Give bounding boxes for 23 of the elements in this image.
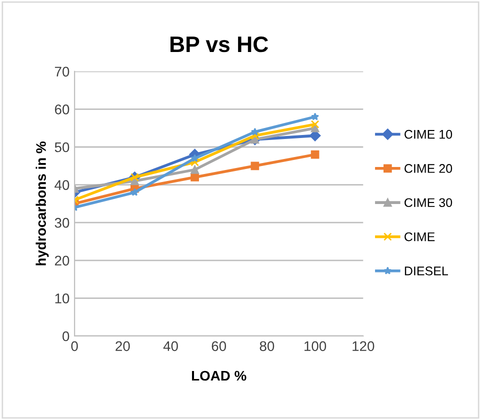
y-axis-title: hydrocarbons in % <box>36 142 49 266</box>
legend-label: CIME <box>404 232 435 242</box>
legend-label: CIME 20 <box>404 164 452 173</box>
y-tick-label: 10 <box>55 294 70 304</box>
y-tick-label: 40 <box>54 180 70 190</box>
y-tick-label: 70 <box>54 66 70 77</box>
y-tick-label: 20 <box>54 256 70 266</box>
x-tick-label: 120 <box>352 341 374 352</box>
x-tick-label: 40 <box>163 341 178 352</box>
x-tick-label: 0 <box>71 341 78 352</box>
legend-label: DIESEL <box>404 266 448 276</box>
y-tick-label: 50 <box>54 142 70 152</box>
chart-title: BP vs HC <box>170 36 268 52</box>
x-tick-label: 60 <box>212 341 226 352</box>
x-axis-title: LOAD % <box>192 370 246 381</box>
legend-label: CIME 10 <box>404 130 452 139</box>
y-tick-label: 0 <box>62 331 70 342</box>
y-tick-label: 60 <box>54 104 70 114</box>
x-tick-label: 20 <box>116 341 130 352</box>
legend-label: CIME 30 <box>404 198 452 208</box>
x-tick-label: 100 <box>304 341 326 352</box>
x-tick-label: 80 <box>260 341 274 352</box>
y-tick-label: 30 <box>54 218 70 228</box>
